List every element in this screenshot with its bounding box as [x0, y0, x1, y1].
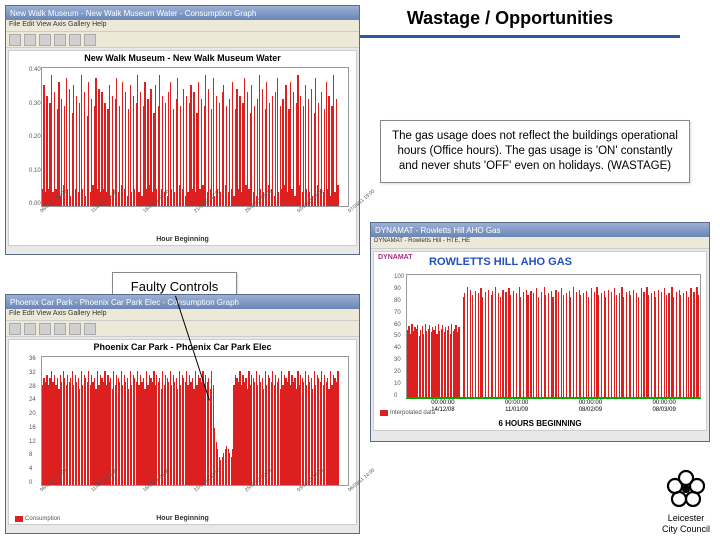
toolbar-icon[interactable]	[9, 323, 21, 335]
leicester-logo: Leicester City Council	[662, 466, 710, 534]
window-titlebar[interactable]: Phoenix Car Park - Phoenix Car Park Elec…	[6, 295, 359, 309]
toolbar-icon[interactable]	[39, 323, 51, 335]
y-ticks: 0102030405060708090100	[394, 274, 404, 399]
chart-header-title: ROWLETTS HILL AHO GAS	[429, 256, 572, 268]
y-ticks: 04812162024283236	[29, 356, 36, 486]
toolbar-icon[interactable]	[24, 34, 36, 46]
legend: Consumption	[15, 516, 60, 522]
window-menubar[interactable]: DYNAMAT - Rowletts Hill - HTE, HE	[371, 237, 709, 249]
window-titlebar[interactable]: New Walk Museum - New Walk Museum Water …	[6, 6, 359, 20]
y-ticks: 0.000.100.200.300.40	[29, 67, 41, 207]
chart-title: Phoenix Car Park - Phoenix Car Park Elec	[9, 340, 356, 354]
toolbar-icon[interactable]	[24, 323, 36, 335]
x-ticks: 06/02/11 19:0011/02/11 15:0016/02/11 11:…	[41, 209, 349, 215]
bars	[407, 275, 700, 397]
toolbar-icon[interactable]	[84, 34, 96, 46]
museum-water-window: New Walk Museum - New Walk Museum Water …	[5, 5, 360, 255]
legend-label: Interpolated data	[390, 410, 435, 416]
bars	[42, 357, 348, 485]
phoenix-elec-window: Phoenix Car Park - Phoenix Car Park Elec…	[5, 294, 360, 534]
chart-body: DYNAMAT ROWLETTS HILL AHO GAS KILOWATT H…	[373, 251, 707, 431]
toolbar-icon[interactable]	[69, 34, 81, 46]
logo-text-line1: Leicester	[662, 514, 710, 523]
wastage-callout: The gas usage does not reflect the build…	[380, 120, 690, 183]
header-underline	[340, 35, 680, 38]
window-menubar[interactable]: File Edit View Axis Gallery Help	[6, 20, 359, 32]
x-axis-label: 6 HOURS BEGINNING	[498, 419, 581, 428]
plot-area	[406, 274, 701, 399]
plot-area	[41, 356, 349, 486]
x-axis-label: Hour Beginning	[156, 236, 209, 243]
legend-label: Consumption	[25, 516, 60, 522]
page-header: Wastage / Opportunities	[340, 8, 680, 38]
flower-icon	[663, 466, 709, 512]
rowletts-gas-window: DYNAMAT - Rowletts Hill AHO Gas DYNAMAT …	[370, 222, 710, 442]
chart-title: New Walk Museum - New Walk Museum Water	[9, 51, 356, 65]
window-toolbar[interactable]	[6, 32, 359, 48]
page-title: Wastage / Opportunities	[340, 8, 680, 35]
x-ticks: 06/02/11 19:0011/02/11 09:0016/02/11 06:…	[41, 488, 349, 494]
logo-text-line2: City Council	[662, 525, 710, 534]
toolbar-icon[interactable]	[9, 34, 21, 46]
dynamat-logo: DYNAMAT	[378, 254, 412, 261]
x-axis-label: Hour Beginning	[156, 515, 209, 522]
legend: Interpolated data	[380, 410, 435, 416]
x-ticks: 00:00:0014/12/0800:00:0011/01/0900:00:00…	[406, 400, 701, 413]
legend-swatch	[380, 410, 388, 416]
plot-area	[41, 67, 349, 207]
window-toolbar[interactable]	[6, 321, 359, 337]
legend-swatch	[15, 516, 23, 522]
toolbar-icon[interactable]	[39, 34, 51, 46]
toolbar-icon[interactable]	[54, 34, 66, 46]
toolbar-icon[interactable]	[54, 323, 66, 335]
chart-body: Phoenix Car Park - Phoenix Car Park Elec…	[8, 339, 357, 525]
toolbar-icon[interactable]	[69, 323, 81, 335]
chart-body: New Walk Museum - New Walk Museum Water …	[8, 50, 357, 246]
window-titlebar[interactable]: DYNAMAT - Rowletts Hill AHO Gas	[371, 223, 709, 237]
toolbar-icon[interactable]	[84, 323, 96, 335]
bars	[42, 68, 348, 206]
